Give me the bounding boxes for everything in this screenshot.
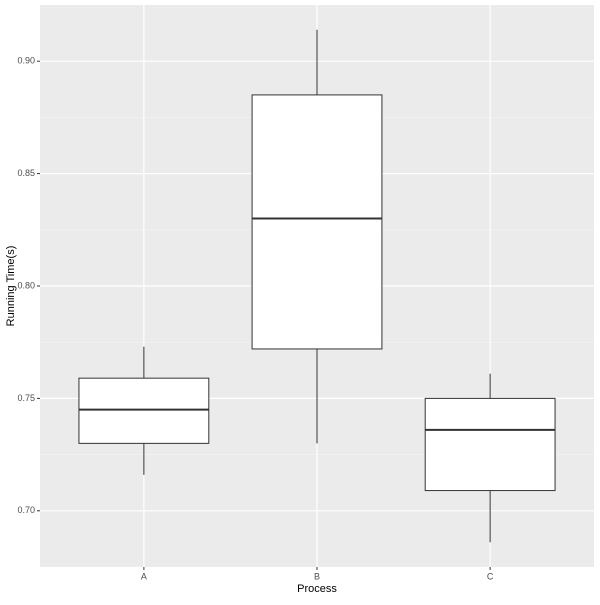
box xyxy=(78,377,210,444)
y-tick-label: 0.70 xyxy=(17,505,35,515)
x-axis-title: Process xyxy=(297,583,337,595)
y-tick-label: 0.80 xyxy=(17,280,35,290)
x-tick-label: A xyxy=(141,571,147,581)
y-tick-label: 0.75 xyxy=(17,393,35,403)
box xyxy=(424,397,556,492)
x-tick-label: B xyxy=(314,571,320,581)
y-tick-label: 0.90 xyxy=(17,56,35,66)
box xyxy=(251,94,383,350)
y-axis-title: Running Time(s) xyxy=(5,246,17,327)
y-tick-label: 0.85 xyxy=(17,168,35,178)
x-tick-label: C xyxy=(487,571,494,581)
